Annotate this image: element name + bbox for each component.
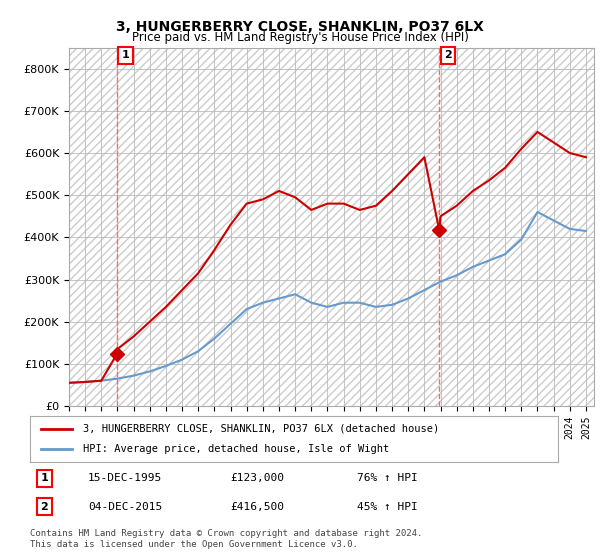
Text: 15-DEC-1995: 15-DEC-1995 [88,473,163,483]
Text: 45% ↑ HPI: 45% ↑ HPI [358,502,418,512]
Text: £416,500: £416,500 [230,502,284,512]
FancyBboxPatch shape [0,0,600,514]
Text: £123,000: £123,000 [230,473,284,483]
Text: 04-DEC-2015: 04-DEC-2015 [88,502,163,512]
Text: 1: 1 [41,473,49,483]
Text: 2: 2 [444,50,452,60]
Text: HPI: Average price, detached house, Isle of Wight: HPI: Average price, detached house, Isle… [83,444,389,454]
Text: 3, HUNGERBERRY CLOSE, SHANKLIN, PO37 6LX: 3, HUNGERBERRY CLOSE, SHANKLIN, PO37 6LX [116,20,484,34]
Text: Price paid vs. HM Land Registry's House Price Index (HPI): Price paid vs. HM Land Registry's House … [131,31,469,44]
Text: 3, HUNGERBERRY CLOSE, SHANKLIN, PO37 6LX (detached house): 3, HUNGERBERRY CLOSE, SHANKLIN, PO37 6LX… [83,424,439,434]
Text: Contains HM Land Registry data © Crown copyright and database right 2024.
This d: Contains HM Land Registry data © Crown c… [30,529,422,549]
Text: 76% ↑ HPI: 76% ↑ HPI [358,473,418,483]
Text: 1: 1 [122,50,130,60]
Text: 2: 2 [41,502,49,512]
